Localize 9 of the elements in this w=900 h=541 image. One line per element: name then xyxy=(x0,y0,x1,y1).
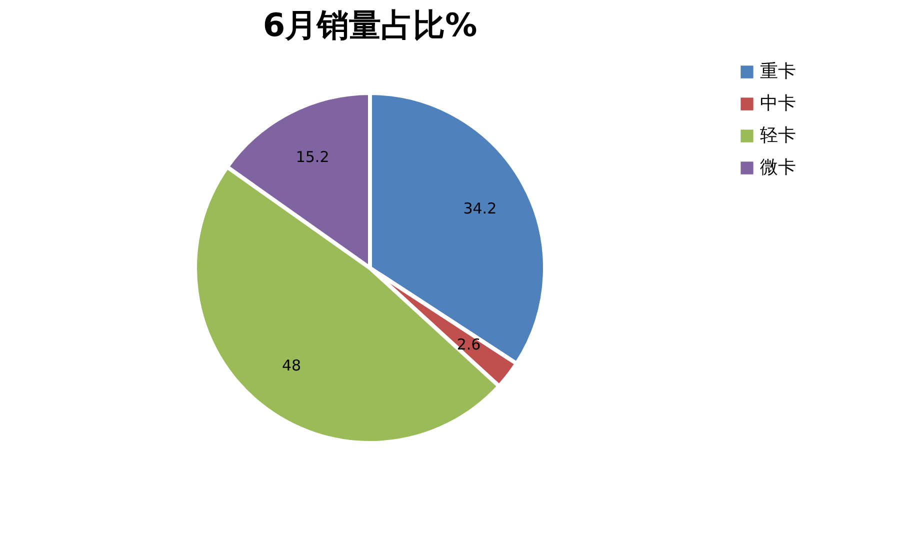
data-label: 34.2 xyxy=(463,199,497,218)
legend-label: 轻卡 xyxy=(760,125,796,146)
chart-title: 6月销量占比% xyxy=(262,6,478,44)
data-label: 15.2 xyxy=(296,148,330,166)
legend-label: 中卡 xyxy=(760,93,796,114)
legend-label: 微卡 xyxy=(760,157,796,178)
legend-label: 重卡 xyxy=(760,61,796,82)
data-label: 2.6 xyxy=(456,336,481,354)
data-label: 48 xyxy=(282,356,302,374)
